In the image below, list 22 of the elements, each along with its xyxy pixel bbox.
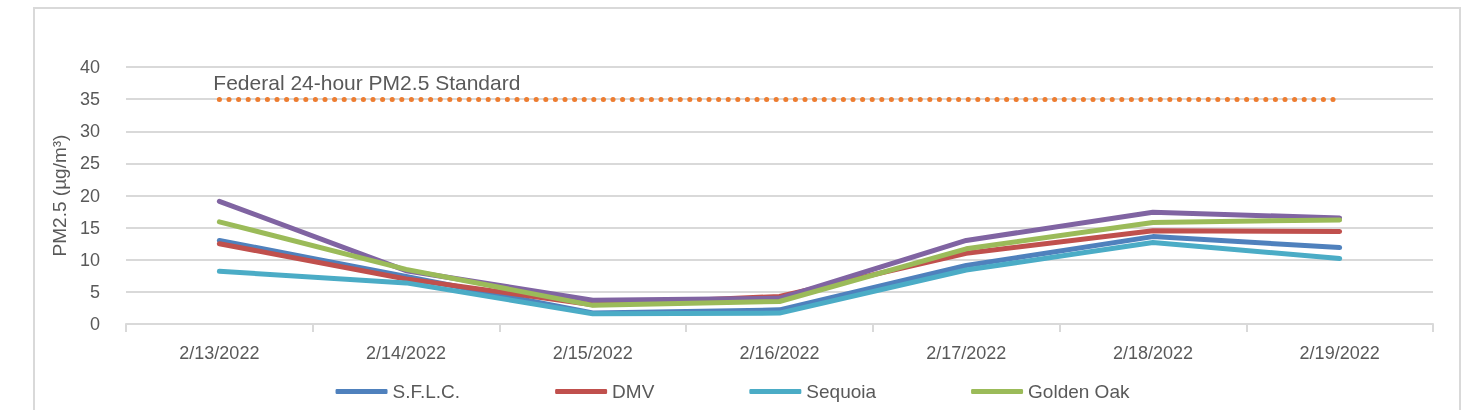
x-tick-label: 2/13/2022 xyxy=(179,343,260,363)
legend-label: Sequoia xyxy=(806,381,877,402)
legend-label: S.F.L.C. xyxy=(392,381,461,402)
y-tick-label: 35 xyxy=(79,89,100,110)
y-tick-label: 25 xyxy=(79,153,100,174)
x-tick-label: 2/19/2022 xyxy=(1299,343,1380,363)
y-tick-label: 40 xyxy=(79,57,100,77)
y-tick-label: 0 xyxy=(89,314,100,334)
y-axis-title: PM2.5 (µg/m³) xyxy=(49,134,71,257)
x-tick-label: 2/18/2022 xyxy=(1112,343,1193,363)
x-tick-label: 2/15/2022 xyxy=(552,343,633,363)
ref-line-label: Federal 24-hour PM2.5 Standard xyxy=(213,71,521,95)
legend-label: DMV xyxy=(612,381,655,402)
x-tick-label: 2/14/2022 xyxy=(366,343,447,363)
y-tick-label: 10 xyxy=(79,249,100,270)
legend-label: Golden Oak xyxy=(1028,381,1130,402)
y-tick-label: 5 xyxy=(89,281,100,302)
x-tick-label: 2/17/2022 xyxy=(926,343,1007,363)
y-tick-label: 20 xyxy=(79,185,100,206)
y-tick-label: 30 xyxy=(79,121,100,142)
x-tick-label: 2/16/2022 xyxy=(739,343,820,363)
y-tick-label: 15 xyxy=(79,217,100,238)
